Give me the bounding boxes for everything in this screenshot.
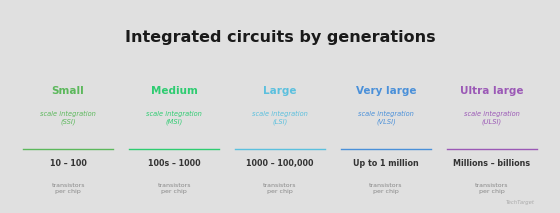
Text: 1000 – 100,000: 1000 – 100,000	[246, 159, 314, 168]
Text: Large: Large	[263, 86, 297, 96]
Text: scale integration
(VLSI): scale integration (VLSI)	[358, 111, 414, 125]
Text: 100s – 1000: 100s – 1000	[148, 159, 200, 168]
Text: transistors
per chip: transistors per chip	[475, 183, 508, 194]
Text: transistors
per chip: transistors per chip	[369, 183, 403, 194]
Text: scale integration
(ULSI): scale integration (ULSI)	[464, 111, 520, 125]
Text: scale integration
(SSI): scale integration (SSI)	[40, 111, 96, 125]
Text: Small: Small	[52, 86, 85, 96]
Text: Medium: Medium	[151, 86, 198, 96]
Text: Ultra large: Ultra large	[460, 86, 524, 96]
Text: transistors
per chip: transistors per chip	[52, 183, 85, 194]
Text: transistors
per chip: transistors per chip	[157, 183, 191, 194]
Text: Up to 1 million: Up to 1 million	[353, 159, 419, 168]
Text: Integrated circuits by generations: Integrated circuits by generations	[125, 30, 435, 45]
Text: scale integration
(LSI): scale integration (LSI)	[252, 111, 308, 125]
Text: Very large: Very large	[356, 86, 416, 96]
Text: transistors
per chip: transistors per chip	[263, 183, 297, 194]
Text: scale integration
(MSI): scale integration (MSI)	[146, 111, 202, 125]
Text: 10 – 100: 10 – 100	[50, 159, 87, 168]
Text: Millions – billions: Millions – billions	[454, 159, 530, 168]
Text: TechTarget: TechTarget	[506, 200, 534, 205]
